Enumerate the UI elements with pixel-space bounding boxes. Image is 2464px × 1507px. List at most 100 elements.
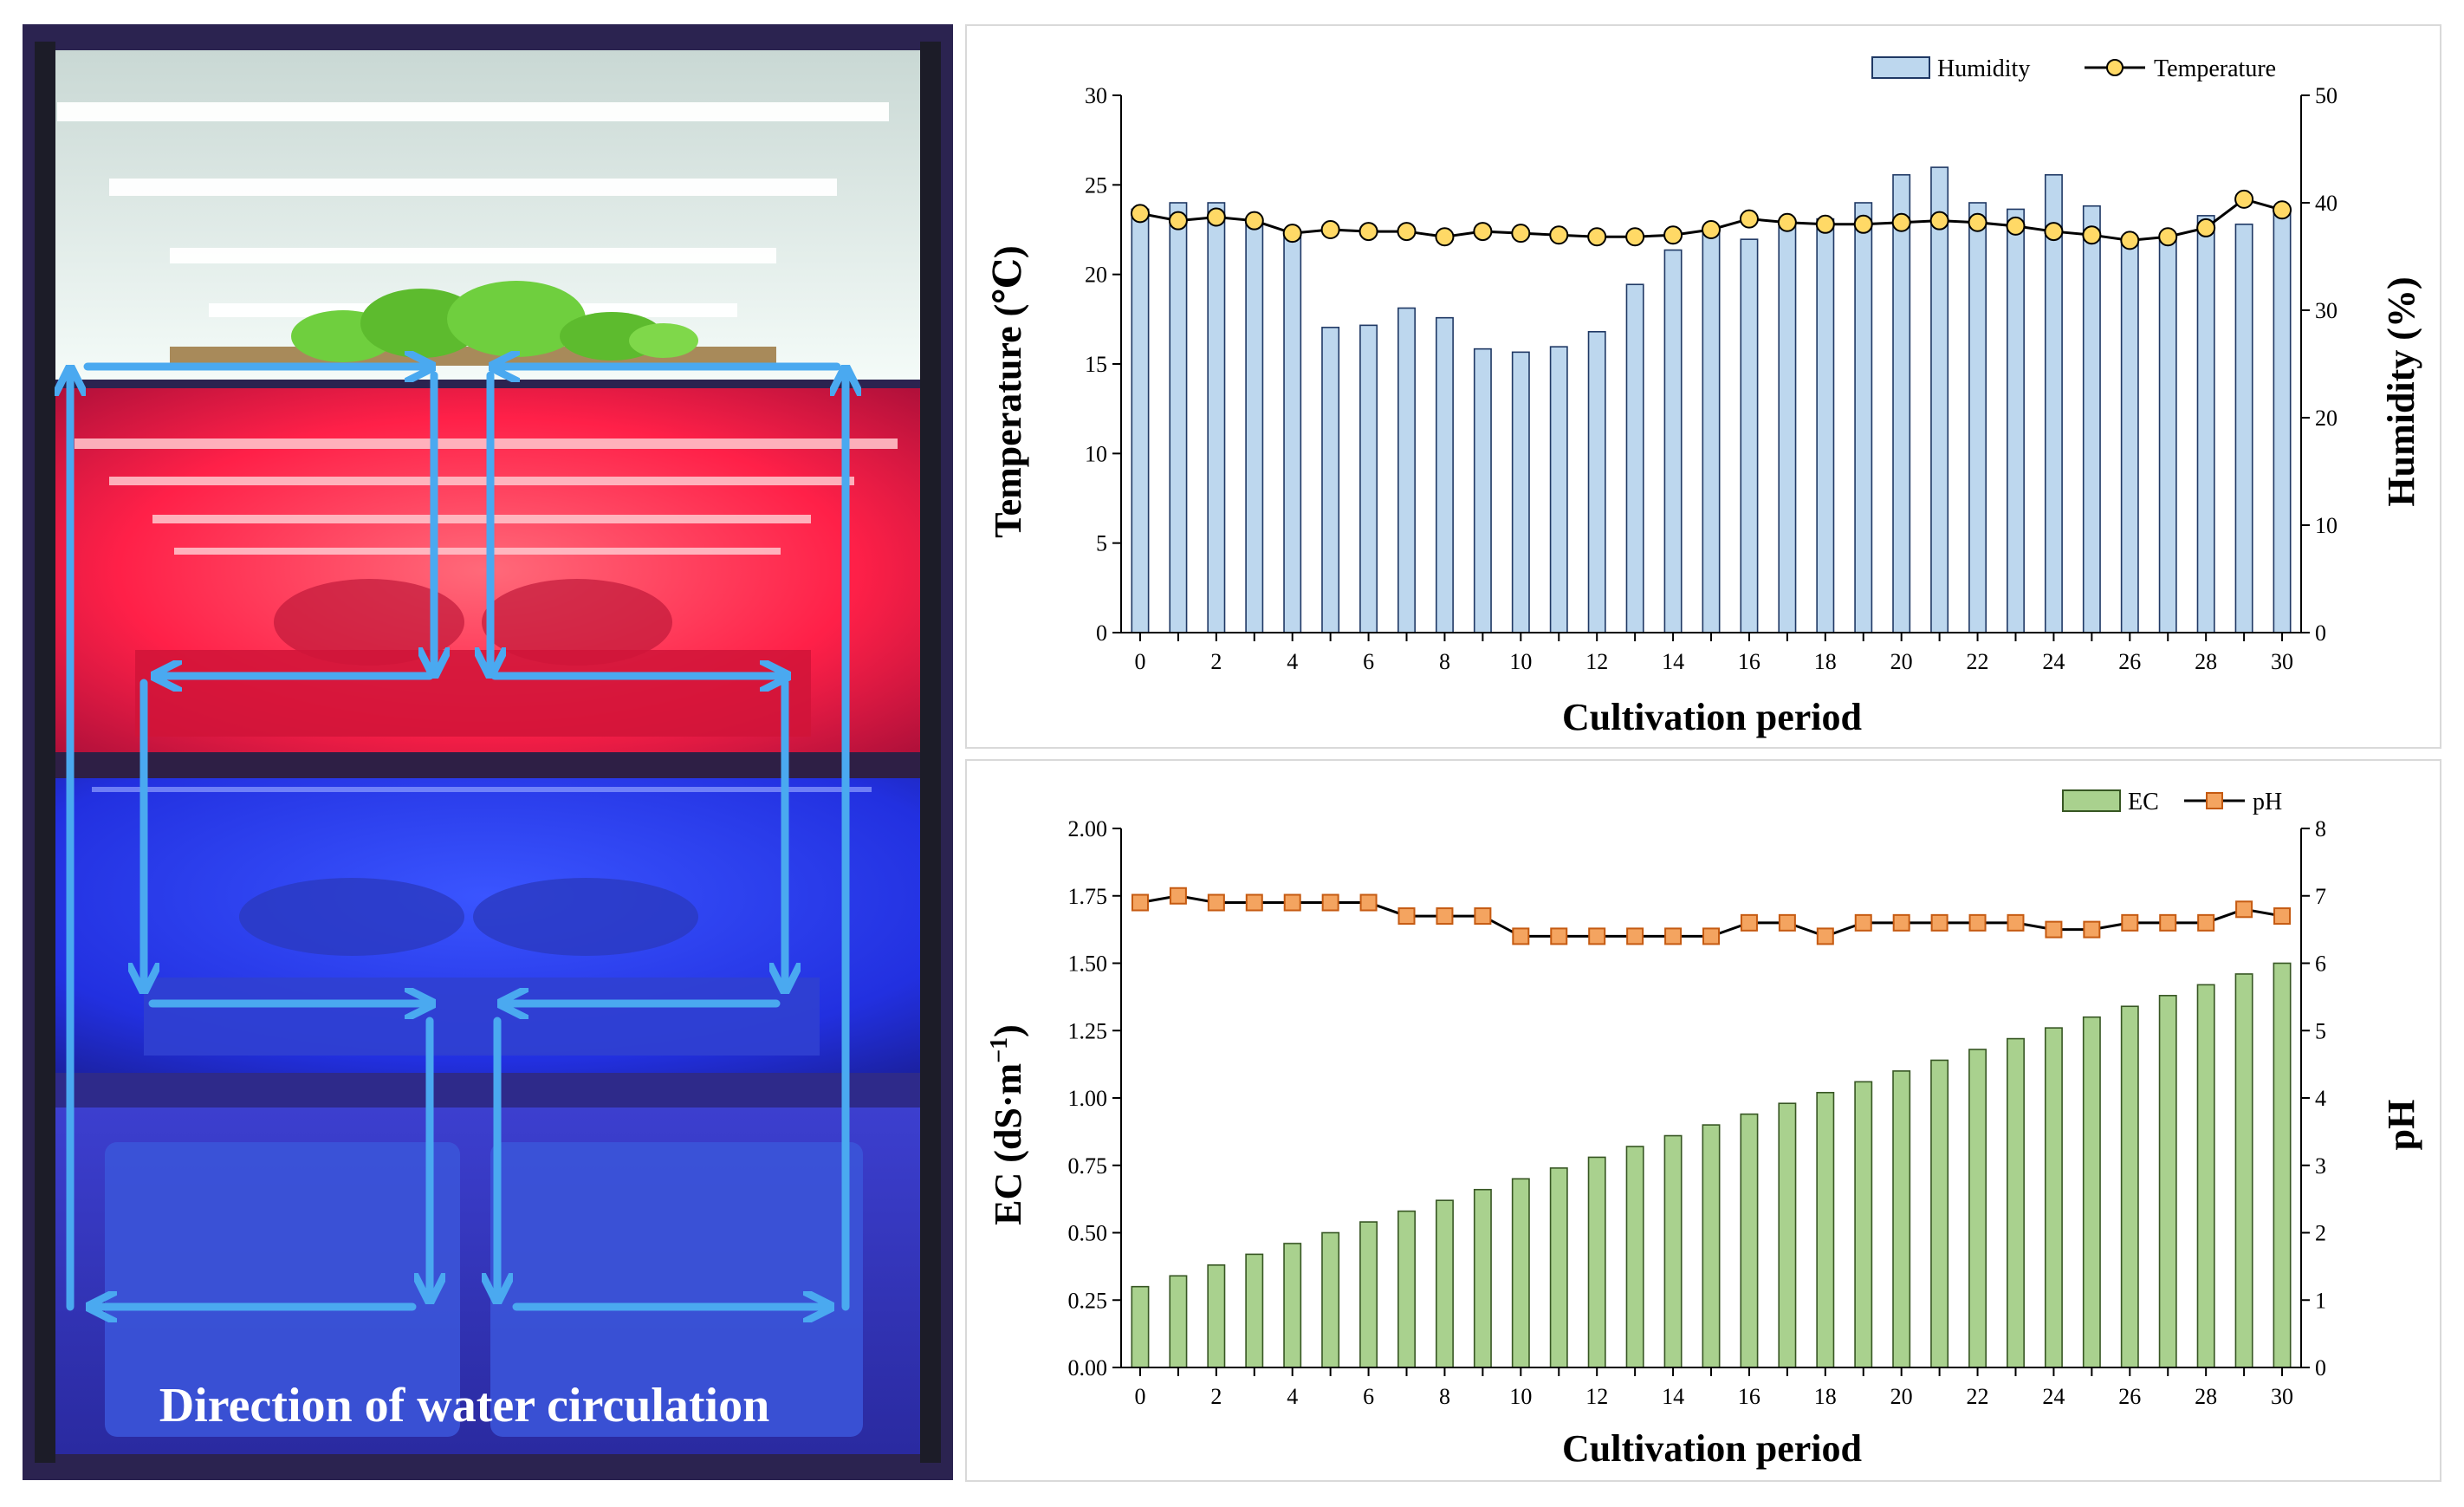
x-tick-label: 22 <box>1967 1384 1989 1409</box>
bar-ec-9 <box>1473 1188 1492 1368</box>
x-tick-label: 4 <box>1287 649 1298 674</box>
point-ph-9 <box>1474 907 1492 926</box>
bar-humidity-15 <box>1702 231 1721 633</box>
point-temperature-0 <box>1130 204 1150 224</box>
chart1-y-right-title: Humidity (%) <box>2380 276 2422 506</box>
point-ph-23 <box>2007 913 2025 932</box>
point-temperature-19 <box>1853 214 1873 234</box>
chart2-y-left-title: EC (dS·m−1) <box>986 1024 1029 1225</box>
x-tick-label: 22 <box>1967 649 1989 674</box>
bar-humidity-19 <box>1854 202 1873 633</box>
ph-line <box>1131 887 2292 945</box>
y-right-tick-label: 2 <box>2315 1221 2326 1246</box>
y-right-tick-label: 6 <box>2315 952 2326 977</box>
y-left-tick-label: 20 <box>1085 263 1107 288</box>
y-left-tick-label: 0.50 <box>1068 1221 1108 1246</box>
ec-title-end: ) <box>987 1024 1029 1037</box>
bar-ec-14 <box>1663 1134 1683 1368</box>
point-temperature-22 <box>1968 212 1987 232</box>
point-temperature-15 <box>1702 220 1721 239</box>
point-temperature-5 <box>1320 220 1340 239</box>
x-tick-label: 2 <box>1210 1384 1222 1409</box>
red-light-tier <box>49 388 924 752</box>
y-right-tick-label: 50 <box>2315 83 2338 108</box>
x-tick-label: 18 <box>1814 1384 1837 1409</box>
bar-humidity-26 <box>2120 242 2139 633</box>
y-left-tick-label: 5 <box>1096 531 1107 556</box>
y-left-tick-label: 15 <box>1085 352 1107 377</box>
point-ph-5 <box>1321 893 1339 912</box>
point-ph-21 <box>1930 913 1949 932</box>
point-ph-14 <box>1664 927 1683 945</box>
point-temperature-21 <box>1929 211 1949 231</box>
y-right-tick-label: 7 <box>2315 884 2326 909</box>
point-temperature-25 <box>2082 225 2102 245</box>
y-left-tick-label: 0 <box>1096 620 1107 646</box>
point-ph-22 <box>1968 913 1987 932</box>
point-temperature-9 <box>1473 222 1493 242</box>
x-tick-label: 8 <box>1439 649 1450 674</box>
point-ph-2 <box>1207 893 1225 912</box>
y-right-tick-label: 3 <box>2315 1153 2326 1179</box>
point-ph-13 <box>1626 927 1644 945</box>
y-right-tick-label: 20 <box>2315 406 2338 431</box>
legend-humidity-swatch <box>1871 56 1930 79</box>
point-ph-19 <box>1854 913 1872 932</box>
point-ph-17 <box>1778 913 1796 932</box>
bar-humidity-30 <box>2273 208 2292 633</box>
y-left-tick-label: 2.00 <box>1068 816 1108 841</box>
y-right-tick-label: 40 <box>2315 191 2338 216</box>
point-ph-28 <box>2197 913 2215 932</box>
legend-ph-marker <box>2206 792 2223 809</box>
bar-ec-19 <box>1854 1081 1873 1368</box>
bar-humidity-21 <box>1930 166 1949 633</box>
point-ph-15 <box>1702 927 1720 945</box>
x-tick-label: 28 <box>2195 649 2217 674</box>
point-ph-12 <box>1588 927 1606 945</box>
legend-temperature-label: Temperature <box>2154 55 2276 82</box>
ec-ph-chart-panel: 0.00 0.25 0.50 0.75 1.00 1.25 1.50 1.75 2.00 0 1 2 3… <box>965 759 2441 1482</box>
point-temperature-28 <box>2196 218 2216 237</box>
point-ph-26 <box>2121 913 2139 932</box>
point-ph-11 <box>1550 927 1568 945</box>
chart1-y-left-title: Temperature (℃) <box>987 245 1029 537</box>
x-tick-label: 30 <box>2271 649 2293 674</box>
point-ph-0 <box>1131 893 1149 912</box>
point-ph-30 <box>2273 907 2292 926</box>
point-temperature-13 <box>1625 227 1645 247</box>
bar-humidity-2 <box>1207 202 1226 633</box>
chart2-y-right-title: pH <box>2380 1100 2422 1151</box>
x-tick-label: 16 <box>1738 1384 1760 1409</box>
point-temperature-27 <box>2158 227 2178 247</box>
bar-ec-2 <box>1207 1264 1226 1368</box>
chart2-x-axis-title: Cultivation period <box>1562 1427 1862 1470</box>
water-circulation-arrows <box>70 367 846 1307</box>
point-temperature-4 <box>1282 224 1302 244</box>
x-tick-label: 0 <box>1134 649 1145 674</box>
ec-title-sup: −1 <box>986 1037 1013 1063</box>
point-temperature-20 <box>1891 212 1911 232</box>
point-ph-8 <box>1436 907 1454 926</box>
x-tick-label: 18 <box>1814 649 1837 674</box>
bar-ec-8 <box>1435 1199 1454 1368</box>
bar-ec-1 <box>1169 1275 1188 1368</box>
right-post <box>920 42 941 1463</box>
y-right-tick-label: 1 <box>2315 1288 2326 1313</box>
point-ph-1 <box>1169 887 1187 905</box>
point-ph-24 <box>2045 920 2063 939</box>
y-right-tick-label: 10 <box>2315 513 2338 538</box>
x-tick-label: 20 <box>1890 649 1913 674</box>
ec-bars <box>1131 962 2292 1368</box>
bar-ec-4 <box>1283 1243 1302 1368</box>
point-ph-3 <box>1245 893 1263 912</box>
temperature-humidity-chart-panel: 0 5 10 15 20 25 30 0 10 20 30 40 50 0 2 4 6 8 10 12 14 16 18 20… <box>965 24 2441 749</box>
bar-ec-16 <box>1740 1113 1759 1368</box>
y-right-tick-label: 5 <box>2315 1018 2326 1043</box>
point-ph-4 <box>1283 893 1301 912</box>
y-left-tick-label: 0.75 <box>1068 1153 1108 1179</box>
ec-ph-chart: 0.000.250.500.751.001.251.501.752.000123… <box>986 789 2422 1470</box>
x-tick-label: 10 <box>1509 649 1532 674</box>
y-right-tick-label: 30 <box>2315 298 2338 323</box>
y-left-tick-label: 1.75 <box>1068 884 1108 909</box>
bar-humidity-24 <box>2044 173 2063 633</box>
